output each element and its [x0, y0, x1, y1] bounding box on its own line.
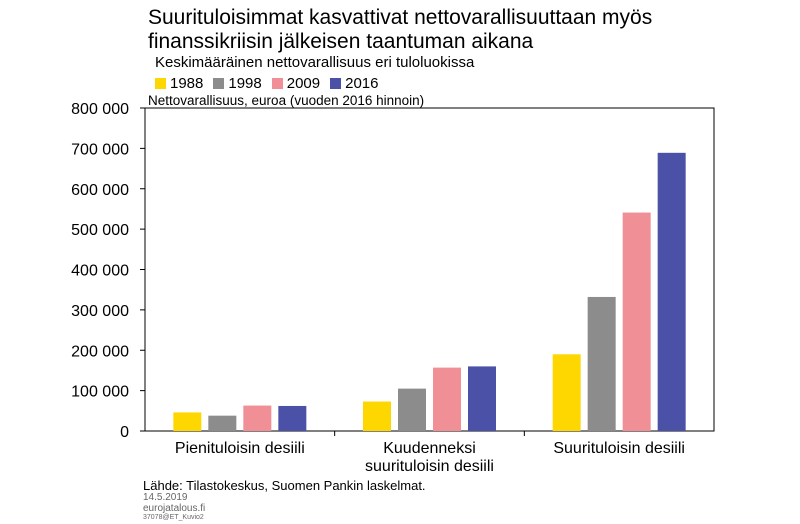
bar-2016	[657, 152, 686, 431]
legend-swatch	[271, 78, 283, 89]
y-tick-label: 800 000	[71, 101, 129, 118]
y-tick-label: 500 000	[71, 222, 129, 239]
bar-2009	[243, 405, 272, 431]
source-note: Lähde: Tilastokeskus, Suomen Pankin lask…	[143, 478, 426, 493]
bar-1998	[208, 415, 237, 431]
bar-1998	[587, 296, 616, 431]
legend-label: 2016	[345, 75, 379, 92]
bar-2016	[278, 405, 307, 431]
x-category-label: Kuudenneksi suurituloisin desiili	[365, 440, 494, 475]
legend-item-1988: 1988	[155, 75, 203, 92]
y-tick-label: 300 000	[71, 303, 129, 320]
site-name: eurojatalous.fi	[143, 503, 206, 514]
x-category-label: Suurituloisin desiili	[553, 440, 685, 457]
legend-swatch	[330, 78, 342, 89]
y-tick-label: 700 000	[71, 141, 129, 158]
y-tick-label: 200 000	[71, 343, 129, 360]
figure-code: 37078@ET_Kuvio2	[143, 514, 204, 521]
legend-label: 1988	[170, 75, 204, 92]
legend-item-1998: 1998	[213, 75, 262, 92]
x-category-label: Pienituloisin desiili	[175, 440, 305, 457]
legend-label: 2009	[286, 75, 321, 92]
legend-label: 1998	[228, 75, 262, 92]
bar-2016	[468, 366, 496, 431]
bar-1988	[552, 354, 581, 431]
legend: 1988 1998 2009 2016	[155, 75, 379, 92]
bar-2009	[622, 212, 651, 431]
y-tick-label: 600 000	[71, 182, 129, 199]
legend-swatch	[155, 78, 166, 89]
legend-swatch	[213, 78, 225, 89]
bar-1988	[363, 401, 391, 431]
chart-title: Suurituloisimmat kasvattivat nettovarall…	[148, 6, 653, 53]
bar-1988	[173, 412, 202, 431]
bar-1998	[398, 388, 426, 431]
y-tick-label: 0	[120, 424, 129, 441]
y-tick-label: 400 000	[71, 263, 129, 280]
y-tick-label: 100 000	[71, 384, 129, 401]
legend-item-2009: 2009	[271, 75, 321, 92]
chart-subtitle: Keskimääräinen nettovarallisuus eri tulo…	[155, 54, 475, 71]
bar-2009	[433, 367, 461, 431]
y-axis-label: Nettovarallisuus, euroa (vuoden 2016 hin…	[148, 93, 425, 108]
legend-item-2016: 2016	[330, 75, 379, 92]
publish-date: 14.5.2019	[143, 492, 188, 503]
